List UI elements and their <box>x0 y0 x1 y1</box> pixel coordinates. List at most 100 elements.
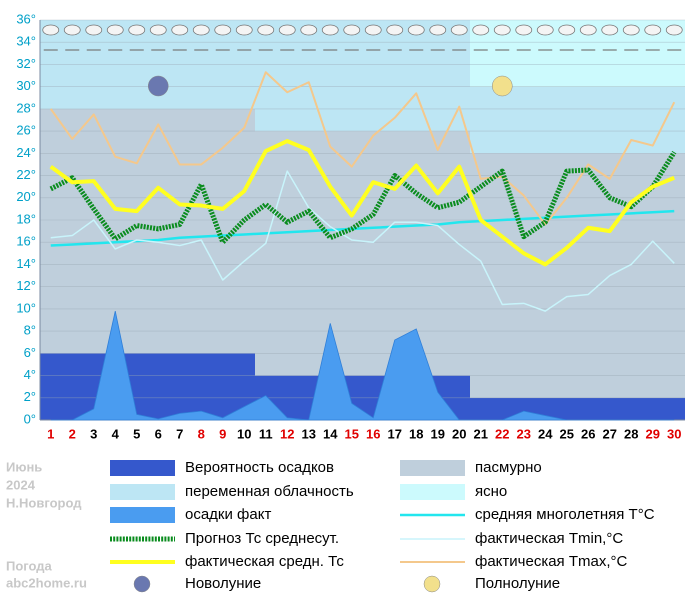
y-tick-label: 12° <box>16 278 36 293</box>
legend-label: переменная облачность <box>185 483 354 500</box>
site-text: Погода <box>6 558 53 573</box>
legend-swatch <box>133 575 151 593</box>
x-tick-label: 29 <box>646 426 660 441</box>
weather-icon <box>300 24 318 36</box>
legend-swatch <box>423 575 441 593</box>
legend-label: фактическая средн. Тс <box>185 553 344 570</box>
y-tick-label: 14° <box>16 256 36 271</box>
y-tick-label: 30° <box>16 78 36 93</box>
series-line <box>49 139 676 267</box>
x-tick-label: 17 <box>388 426 402 441</box>
y-tick-label: 34° <box>16 34 36 49</box>
y-tick-label: 24° <box>16 145 36 160</box>
legend-swatch <box>110 460 175 476</box>
moon <box>148 75 169 97</box>
weather-icon <box>493 24 511 36</box>
cloud-layer <box>40 353 255 420</box>
legend-label: осадки факт <box>185 506 271 523</box>
y-tick-label: 8° <box>24 323 36 338</box>
x-tick-label: 15 <box>345 426 359 441</box>
weather-icon <box>665 24 683 36</box>
x-tick-label: 7 <box>176 426 183 441</box>
legend-swatch <box>400 460 465 476</box>
weather-icon <box>343 24 361 36</box>
series-line <box>49 71 676 226</box>
legend-label: Новолуние <box>185 575 261 592</box>
y-tick-label: 10° <box>16 300 36 315</box>
y-tick-label: 2° <box>24 389 36 404</box>
weather-icon <box>278 24 296 36</box>
x-tick-label: 14 <box>323 426 338 441</box>
legend-label: Вероятность осадков <box>185 459 334 476</box>
x-tick-label: 20 <box>452 426 466 441</box>
weather-icon <box>128 24 146 36</box>
x-tick-label: 6 <box>155 426 162 441</box>
weather-icon <box>450 24 468 36</box>
y-tick-label: 28° <box>16 100 36 115</box>
weather-icon <box>149 24 167 36</box>
legend-label: ясно <box>475 483 507 500</box>
precip-area <box>50 311 675 421</box>
cloud-layer <box>470 86 685 154</box>
legend-swatch <box>110 507 175 523</box>
weather-icon <box>171 24 189 36</box>
weather-icon <box>601 24 619 36</box>
y-tick-label: 20° <box>16 189 36 204</box>
series-line <box>50 209 675 247</box>
x-tick-label: 2 <box>69 426 76 441</box>
weather-icon <box>407 24 425 36</box>
weather-icon <box>622 24 640 36</box>
weather-icon <box>515 24 533 36</box>
weather-icon <box>257 24 275 36</box>
x-tick-label: 4 <box>112 426 120 441</box>
x-tick-label: 28 <box>624 426 638 441</box>
side-text: Н.Новгород <box>6 495 82 510</box>
weather-icon <box>214 24 232 36</box>
y-tick-label: 0° <box>24 411 36 426</box>
weather-icon <box>321 24 339 36</box>
series-line <box>49 150 677 245</box>
moon <box>492 75 513 97</box>
x-tick-label: 22 <box>495 426 509 441</box>
weather-icon <box>106 24 124 36</box>
y-tick-label: 36° <box>16 11 36 26</box>
x-tick-label: 23 <box>517 426 531 441</box>
y-tick-label: 26° <box>16 123 36 138</box>
y-tick-label: 4° <box>24 367 36 382</box>
legend-label: фактическая Tmax,°С <box>475 553 628 570</box>
x-tick-label: 5 <box>133 426 140 441</box>
weather-icon <box>536 24 554 36</box>
x-tick-label: 27 <box>603 426 617 441</box>
legend-label: средняя многолетняя Т°С <box>475 506 655 523</box>
x-tick-label: 13 <box>302 426 316 441</box>
x-tick-label: 19 <box>431 426 445 441</box>
y-tick-label: 22° <box>16 167 36 182</box>
site-text: abc2home.ru <box>6 575 87 590</box>
weather-icon <box>558 24 576 36</box>
side-text: Июнь <box>6 459 42 474</box>
x-tick-label: 8 <box>198 426 205 441</box>
x-tick-label: 24 <box>538 426 553 441</box>
cloud-layer <box>255 131 470 376</box>
weather-icon <box>235 24 253 36</box>
series-line <box>50 170 675 312</box>
legend-swatch <box>110 484 175 500</box>
x-tick-label: 21 <box>474 426 488 441</box>
x-tick-label: 18 <box>409 426 423 441</box>
x-tick-label: 3 <box>90 426 97 441</box>
weather-icon <box>429 24 447 36</box>
x-tick-label: 10 <box>237 426 251 441</box>
y-tick-label: 18° <box>16 211 36 226</box>
x-tick-label: 30 <box>667 426 681 441</box>
y-tick-label: 6° <box>24 345 36 360</box>
cloud-layer <box>470 153 685 398</box>
legend-label: Полнолуние <box>475 575 560 592</box>
x-tick-label: 1 <box>47 426 54 441</box>
weather-icon <box>42 24 60 36</box>
x-tick-label: 26 <box>581 426 595 441</box>
legend-label: фактическая Tmin,°С <box>475 530 623 547</box>
y-tick-label: 16° <box>16 234 36 249</box>
cloud-layer <box>255 20 470 132</box>
legend-label: пасмурно <box>475 459 542 476</box>
